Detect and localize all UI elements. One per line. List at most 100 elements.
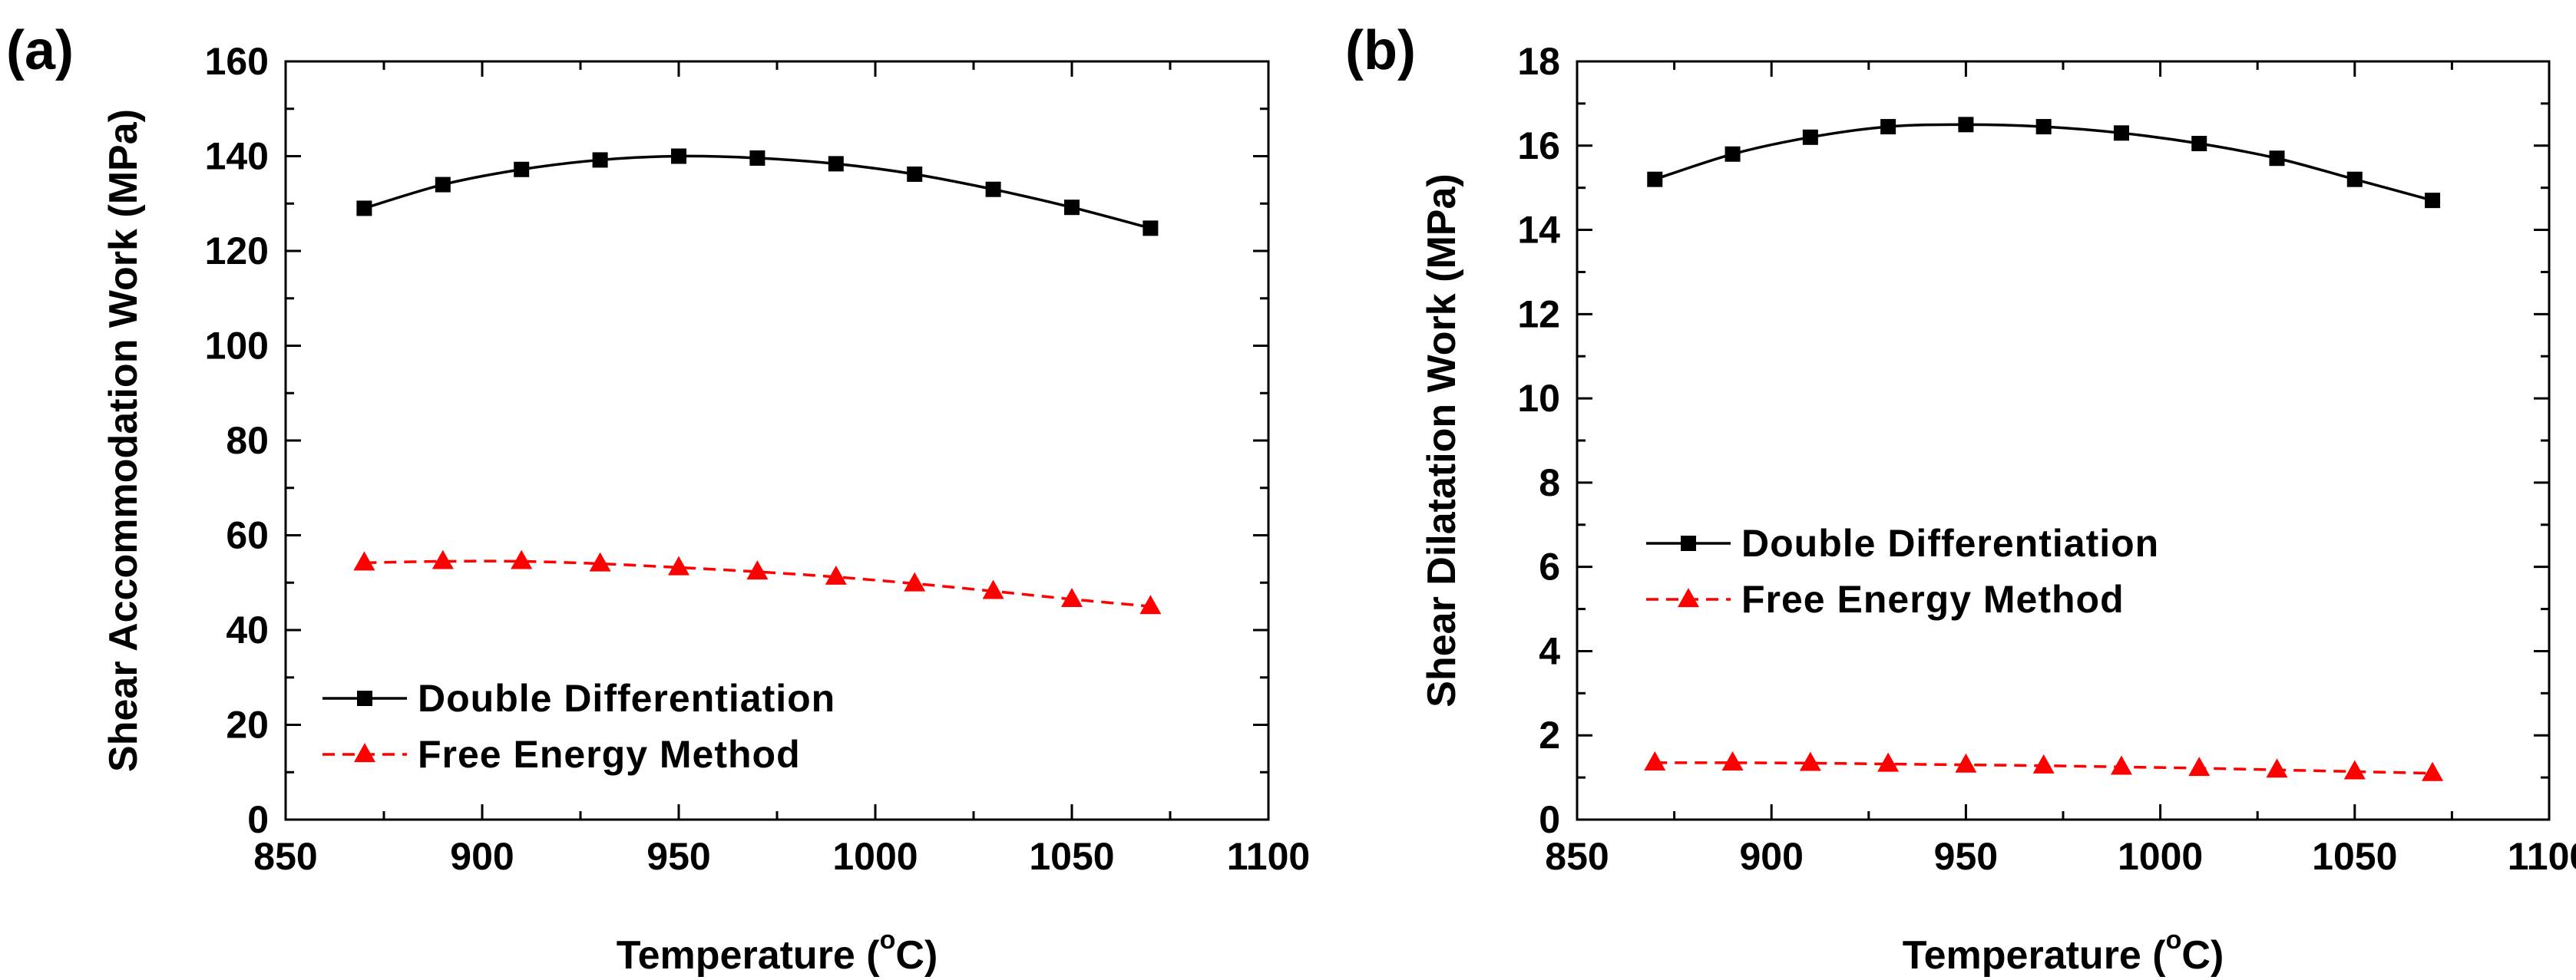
series-free-energy-method (353, 549, 1162, 615)
legend-label: Double Differentiation (418, 677, 835, 720)
y-tick-label: 120 (205, 229, 269, 272)
legend-marker (1681, 536, 1696, 551)
data-point (2032, 754, 2055, 774)
data-point (746, 560, 769, 580)
x-tick-label: 1100 (1227, 835, 1310, 878)
data-point (1143, 220, 1159, 236)
data-point (2269, 150, 2285, 167)
data-point (2110, 755, 2132, 775)
series-free-energy-method (1644, 751, 2444, 781)
data-point (2425, 193, 2441, 209)
x-axis-title-unit: C) (895, 933, 937, 978)
x-tick-label: 1000 (832, 835, 918, 878)
y-tick-label: 18 (1517, 40, 1560, 83)
y-tick-label: 0 (1539, 798, 1560, 841)
data-point (1647, 171, 1663, 187)
data-point (668, 556, 689, 576)
data-point (1802, 129, 1818, 145)
data-point (589, 552, 611, 572)
legend-marker (354, 743, 375, 763)
data-point (1721, 751, 1744, 770)
data-point (1061, 587, 1083, 607)
y-tick-label: 8 (1539, 461, 1560, 504)
data-point (432, 549, 454, 569)
data-point (671, 148, 686, 164)
legend-label: Free Energy Method (1741, 578, 2125, 621)
y-tick-label: 12 (1517, 292, 1560, 335)
series-line (1654, 123, 2433, 202)
y-tick-label: 80 (226, 419, 269, 462)
data-point (353, 551, 375, 571)
y-tick-label: 20 (226, 704, 269, 747)
series-double-differentiation (1647, 117, 2441, 209)
chart-panel-a: (a) 850 900 950 1000 1050 1100 0 20 40 60 80 100 120 1… (6, 20, 1310, 978)
y-tick-label: 40 (226, 609, 269, 652)
y-tick-label: 16 (1517, 124, 1560, 167)
x-axis-title: Temperature (oC) (1903, 926, 2224, 978)
data-point (1955, 753, 1977, 773)
x-axis-title-unit: C) (2181, 933, 2224, 978)
data-point (514, 161, 530, 177)
data-point (2266, 758, 2288, 778)
y-axis-title: Shear Accommodation Work (MPa) (101, 109, 146, 772)
data-point (2035, 119, 2052, 135)
series-double-differentiation (356, 148, 1159, 236)
y-tick-label: 6 (1539, 546, 1560, 589)
data-point (356, 200, 372, 216)
data-point (982, 579, 1004, 599)
y-tick-label: 100 (205, 325, 269, 368)
y-tick-label: 160 (205, 40, 269, 83)
legend-label: Free Energy Method (418, 733, 801, 776)
x-axis-title-main: Temperature ( (617, 933, 881, 978)
data-point (2422, 761, 2444, 781)
data-point (2191, 136, 2207, 152)
chart-panel-b: (b) 850 900 950 1000 1050 1100 0 2 4 6 8 10 12 14 16 18 T… (1345, 20, 2576, 978)
x-tick-label: 950 (646, 835, 710, 878)
data-point (511, 549, 533, 569)
data-point (985, 181, 1001, 197)
x-tick-label: 850 (1545, 835, 1609, 878)
x-axis-title-degree: o (2166, 926, 2182, 955)
x-tick-label: 1050 (2312, 835, 2397, 878)
data-point (2113, 125, 2129, 141)
data-point (435, 177, 451, 193)
y-tick-label: 14 (1517, 209, 1560, 252)
data-point (749, 150, 766, 166)
x-tick-label: 1100 (2508, 835, 2576, 878)
series-line (363, 154, 1151, 230)
y-tick-label: 140 (205, 135, 269, 178)
data-point (1799, 751, 1821, 771)
data-point (1958, 117, 1974, 133)
data-point (2343, 760, 2366, 780)
legend-label: Double Differentiation (1741, 522, 2159, 565)
x-tick-label: 1000 (2118, 835, 2203, 878)
y-tick-label: 60 (226, 514, 269, 557)
data-point (828, 156, 844, 172)
x-tick-label: 850 (253, 835, 317, 878)
y-tick-label: 10 (1517, 377, 1560, 420)
y-axis-title: Shear Dilatation Work (MPa) (1420, 173, 1464, 707)
x-tick-label: 900 (450, 835, 514, 878)
y-tick-label: 2 (1539, 714, 1560, 757)
legend-marker (357, 691, 372, 706)
data-point (1877, 752, 1900, 772)
y-tick-label: 4 (1539, 629, 1560, 672)
x-axis-title-degree: o (880, 926, 896, 955)
x-axis-title-main: Temperature ( (1903, 933, 2167, 978)
data-point (1064, 200, 1080, 216)
x-tick-label: 1050 (1029, 835, 1114, 878)
data-point (592, 152, 608, 168)
data-point (1880, 119, 1896, 135)
legend-marker (1678, 588, 1699, 608)
data-point (904, 572, 926, 592)
data-point (2346, 171, 2363, 187)
panel-label: (b) (1345, 20, 1416, 81)
panel-label: (a) (6, 20, 74, 81)
y-tick-label: 0 (247, 798, 269, 841)
x-tick-label: 900 (1739, 835, 1803, 878)
data-point (1724, 146, 1741, 162)
plot-frame (1576, 60, 2551, 821)
x-axis-title: Temperature (oC) (617, 926, 938, 978)
data-point (825, 565, 847, 585)
